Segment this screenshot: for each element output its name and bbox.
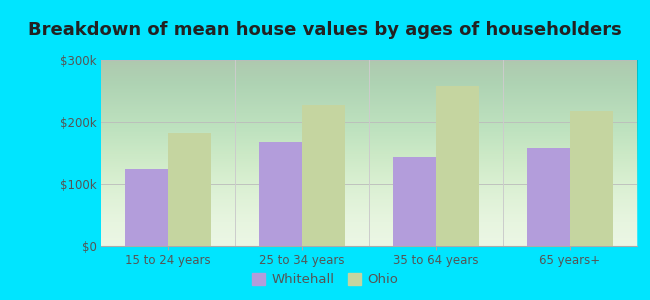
Bar <box>125 169 168 246</box>
Text: Breakdown of mean house values by ages of householders: Breakdown of mean house values by ages o… <box>28 21 622 39</box>
Bar <box>168 133 211 246</box>
Bar <box>259 142 302 246</box>
Bar <box>436 86 479 246</box>
Bar <box>570 112 613 246</box>
Bar <box>527 148 570 246</box>
Bar <box>393 157 436 246</box>
Legend: Whitehall, Ohio: Whitehall, Ohio <box>248 269 402 290</box>
Bar <box>302 105 344 246</box>
